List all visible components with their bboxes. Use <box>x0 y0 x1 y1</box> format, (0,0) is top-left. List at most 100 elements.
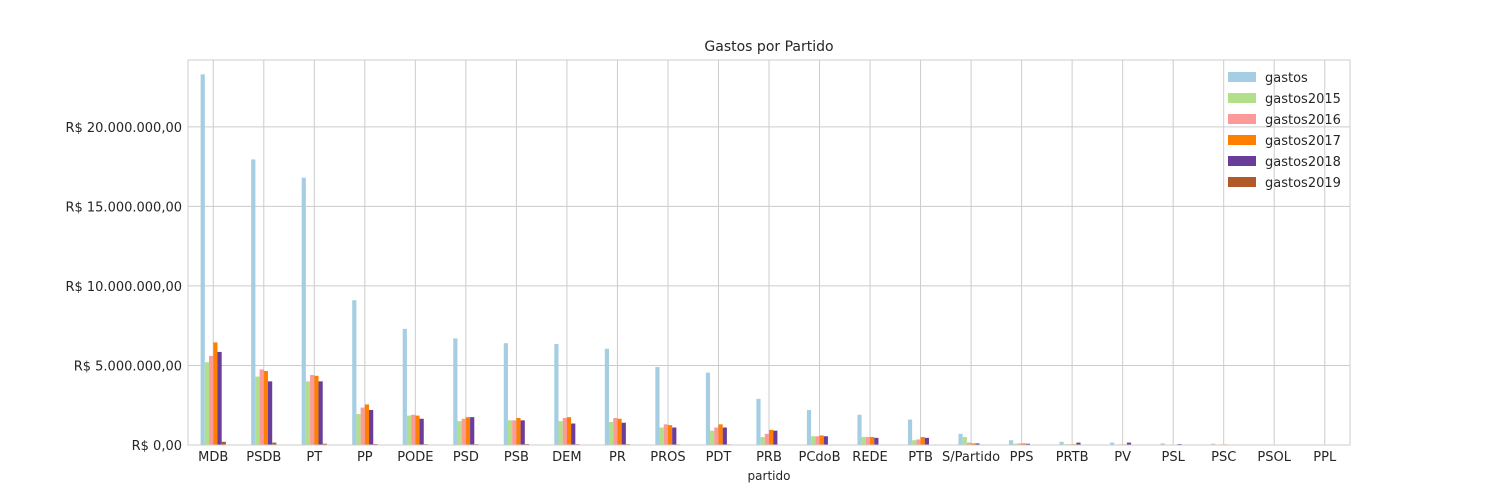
legend: gastos gastos2015 gastos2016 gastos2017 gast… <box>1228 71 1341 191</box>
x-tick-label: DEM <box>552 450 581 465</box>
chart-title: Gastos por Partido <box>704 39 833 55</box>
bar-gastos2016 <box>865 437 871 445</box>
bar-gastos2018 <box>621 422 626 445</box>
legend-swatch <box>1228 135 1256 145</box>
bar-gastos2017 <box>364 404 370 445</box>
legend-swatch <box>1228 156 1256 166</box>
bar-gastos2017 <box>1021 443 1026 445</box>
bar-gastos2015 <box>558 421 563 445</box>
bar-gastos2018 <box>369 410 374 445</box>
bars <box>200 74 1338 446</box>
bar-gastos2017 <box>415 415 420 445</box>
bar-gastos2015 <box>507 420 513 445</box>
x-tick-label: PPS <box>1010 450 1034 465</box>
bar-gastos2018 <box>722 427 727 445</box>
x-tick-label: PSDB <box>246 450 281 465</box>
bar-gastos2017 <box>870 437 875 445</box>
x-tick-label: PPL <box>1313 450 1337 465</box>
y-tick-label: R$ 5.000.000,00 <box>74 359 182 374</box>
bar-gastos2018 <box>520 420 525 445</box>
bar-gastos <box>705 372 711 445</box>
bar-gastos2016 <box>461 418 466 445</box>
bar-gastos2015 <box>912 440 917 445</box>
bar-gastos2015 <box>255 376 260 445</box>
bar-gastos2018 <box>318 381 323 445</box>
bar-gastos2016 <box>259 369 264 445</box>
x-tick-label: REDE <box>852 450 887 465</box>
bar-gastos <box>958 433 963 445</box>
bar-gastos2018 <box>672 427 677 445</box>
bar-gastos <box>604 348 610 445</box>
bar-gastos2018 <box>924 437 929 445</box>
bar-gastos2016 <box>966 442 972 445</box>
bar-gastos2016 <box>209 355 214 445</box>
bar-gastos <box>503 343 508 445</box>
bar-gastos2015 <box>710 430 715 445</box>
legend-swatch <box>1228 114 1256 124</box>
bar-gastos2015 <box>659 427 664 445</box>
legend-label: gastos2018 <box>1265 155 1341 170</box>
bar-gastos2017 <box>465 417 471 445</box>
bar-gastos <box>200 74 205 446</box>
bar-gastos2016 <box>613 417 618 445</box>
x-tick-label: MDB <box>198 450 228 465</box>
x-tick-label: PSB <box>504 450 529 465</box>
legend-swatch <box>1228 72 1256 82</box>
bar-gastos2016 <box>1017 443 1022 445</box>
x-tick-label: PT <box>306 450 322 465</box>
legend-label: gastos2017 <box>1265 134 1341 149</box>
bar-gastos <box>251 159 256 445</box>
bar-gastos2016 <box>360 407 365 445</box>
bar-gastos2019 <box>221 441 226 445</box>
y-tick-label: R$ 10.000.000,00 <box>65 280 182 295</box>
bar-gastos2018 <box>823 436 828 445</box>
bar-gastos <box>1059 441 1064 445</box>
bar-gastos2016 <box>663 424 668 445</box>
x-tick-label: PDT <box>706 450 732 465</box>
x-tick-label: PR <box>609 450 626 465</box>
bar-gastos <box>756 398 761 445</box>
bar-gastos <box>1110 442 1115 445</box>
legend-swatch <box>1228 177 1256 187</box>
bar-gastos <box>857 414 862 445</box>
bar-gastos2016 <box>916 439 921 445</box>
bar-gastos2018 <box>874 437 879 445</box>
bar-gastos2017 <box>213 342 218 445</box>
bar-gastos <box>907 419 913 445</box>
bar-gastos2018 <box>571 423 576 445</box>
x-tick-label: PRTB <box>1056 450 1089 465</box>
bar-gastos2017 <box>314 375 319 445</box>
bar-gastos2019 <box>322 443 327 445</box>
bar-gastos2018 <box>1025 443 1031 445</box>
legend-label: gastos <box>1265 71 1308 86</box>
bar-gastos2018 <box>419 418 424 445</box>
bar-gastos <box>301 177 306 445</box>
bar-gastos2016 <box>764 433 769 445</box>
bar-gastos2016 <box>411 414 416 445</box>
x-tick-label: PSC <box>1211 450 1236 465</box>
bar-gastos2015 <box>609 421 614 445</box>
bar-gastos2015 <box>760 437 765 445</box>
bar-gastos <box>1211 443 1216 445</box>
bar-gastos2016 <box>310 375 315 445</box>
bar-gastos2015 <box>962 437 967 445</box>
legend-label: gastos2015 <box>1265 92 1341 107</box>
x-tick-label: PSD <box>453 450 479 465</box>
bar-gastos2018 <box>217 351 222 445</box>
x-tick-label: S/Partido <box>942 450 1000 465</box>
bar-gastos2015 <box>457 421 462 445</box>
x-tick-label: PP <box>357 450 373 465</box>
x-tick-label: PV <box>1114 450 1131 465</box>
bar-gastos2017 <box>971 443 976 445</box>
x-tick-label: PROS <box>650 450 685 465</box>
bar-gastos2017 <box>617 418 622 445</box>
bar-gastos2017 <box>263 371 268 445</box>
bar-gastos2017 <box>920 437 925 445</box>
bar-gastos2016 <box>512 420 517 445</box>
x-tick-label: PTB <box>908 450 933 465</box>
bar-gastos <box>655 367 660 445</box>
bar-gastos2017 <box>667 425 673 445</box>
x-tick-label: PCdoB <box>798 450 840 465</box>
legend-label: gastos2016 <box>1265 113 1341 128</box>
